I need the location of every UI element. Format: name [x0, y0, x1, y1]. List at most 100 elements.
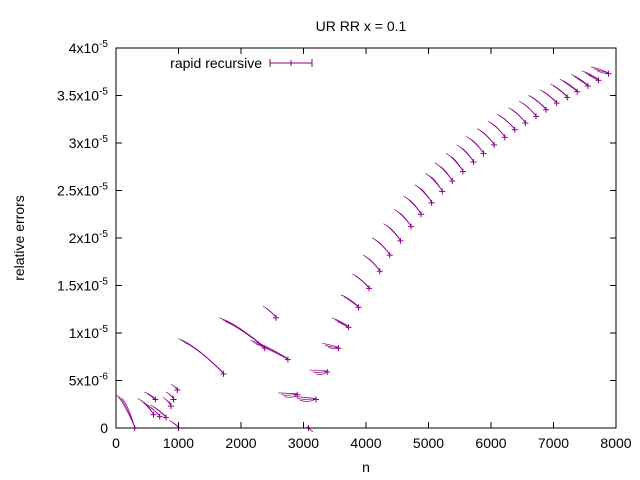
data-point-2: [143, 402, 163, 420]
x-axis-label: n: [362, 459, 370, 475]
error-curve-11-1: [253, 342, 289, 360]
error-curve-5-2: [149, 395, 156, 400]
error-curve-1-0: [137, 398, 154, 414]
x-tick-label-5: 5000: [413, 435, 444, 451]
data-point-33: [487, 120, 508, 141]
y-tick-label-0: 0: [100, 420, 108, 436]
error-curve-29-1: [448, 154, 464, 171]
data-point-29: [445, 153, 466, 175]
error-curve-9-2: [184, 341, 224, 374]
error-curve-34-2: [503, 117, 516, 130]
error-curve-16-0: [309, 369, 328, 372]
data-point-3: [150, 404, 169, 421]
x-tick-label-7: 7000: [538, 435, 569, 451]
error-curve-2-2: [149, 406, 161, 417]
data-point-4: [168, 420, 182, 431]
error-curve-1-2: [143, 401, 154, 415]
error-curve-9-1: [181, 340, 224, 374]
data-point-42: [581, 70, 602, 84]
error-curve-21-2: [368, 258, 381, 272]
error-curve-23-0: [383, 223, 401, 241]
series-layer: [115, 66, 612, 432]
data-point-37: [528, 95, 549, 113]
error-curve-18-1: [334, 319, 349, 327]
error-curve-9-0: [178, 338, 224, 374]
error-curve-20-2: [358, 277, 370, 289]
data-point-18: [331, 317, 352, 331]
data-point-32: [477, 128, 498, 148]
error-curve-38-2: [545, 93, 557, 103]
data-point-23: [383, 223, 404, 244]
data-point-24: [393, 209, 414, 230]
x-tick-label-0: 0: [112, 435, 120, 451]
x-tick-label-3: 3000: [288, 435, 319, 451]
error-curve-25-0: [403, 195, 422, 214]
error-curve-23-2: [389, 227, 401, 241]
error-curve-24-2: [399, 212, 412, 227]
data-point-41: [570, 74, 591, 89]
legend-key: [269, 59, 313, 67]
chart-title: UR RR x = 0.1: [316, 18, 407, 34]
error-curve-18-0: [331, 317, 349, 327]
data-point-35: [508, 107, 529, 127]
data-point-0: [115, 394, 138, 431]
data-point-17: [322, 343, 342, 352]
x-tick-label-6: 6000: [475, 435, 506, 451]
error-curve-37-2: [534, 98, 547, 110]
error-curve-25-1: [406, 197, 422, 214]
data-point-28: [434, 162, 456, 184]
error-curve-0-2: [121, 398, 136, 428]
error-curve-32-2: [483, 132, 495, 145]
data-point-34: [497, 114, 518, 133]
y-tick-label-3: 1.5x10-5: [57, 277, 108, 294]
ticks-layer: 0 1000 2000 3000 4000 5000 6000 7000 8000 0 5x10-6…: [57, 39, 632, 451]
error-curve-24-0: [393, 209, 412, 226]
error-curve-4-2: [174, 423, 179, 428]
data-point-7: [165, 391, 177, 403]
error-curve-1-1: [140, 400, 154, 415]
data-point-26: [414, 184, 435, 206]
error-curve-18-2: [337, 321, 349, 328]
y-tick-label-1: 5x10-6: [69, 372, 109, 389]
y-tick-label-4: 2x10-5: [69, 229, 109, 246]
error-curve-27-0: [425, 173, 443, 191]
error-curve-17-0: [322, 343, 339, 348]
error-curve-28-2: [440, 166, 453, 181]
data-point-31: [465, 136, 487, 157]
error-curve-26-2: [420, 188, 432, 203]
data-point-1: [137, 398, 157, 418]
data-point-40: [559, 79, 581, 95]
x-tick-label-8: 8000: [600, 435, 631, 451]
data-point-22: [372, 237, 393, 259]
x-tick-label-2: 2000: [225, 435, 256, 451]
error-curve-13-0: [278, 392, 298, 395]
error-curve-33-2: [493, 124, 506, 138]
y-tick-label-8: 4x10-5: [69, 39, 109, 56]
error-curve-23-1: [386, 225, 401, 241]
y-tick-label-7: 3.5x10-5: [57, 87, 108, 104]
error-curve-28-0: [434, 162, 453, 181]
error-curve-10-2: [224, 321, 265, 349]
data-point-9: [178, 338, 227, 377]
error-curve-22-2: [378, 241, 391, 255]
x-tick-label-4: 4000: [350, 435, 381, 451]
y-tick-label-6: 3x10-5: [69, 134, 109, 151]
x-tick-label-1: 1000: [163, 435, 194, 451]
error-curve-6-1: [165, 399, 172, 406]
error-curve-40-2: [565, 82, 578, 92]
error-curve-30-2: [462, 148, 474, 162]
error-curve-31-1: [468, 137, 484, 153]
error-curve-31-0: [465, 136, 484, 153]
error-curve-42-0: [581, 70, 599, 80]
error-curve-35-2: [514, 111, 526, 123]
data-point-5: [144, 391, 159, 403]
error-curve-42-2: [587, 74, 599, 81]
error-curve-42-1: [584, 72, 599, 80]
data-point-43: [590, 66, 612, 77]
data-point-30: [456, 144, 477, 165]
error-curve-11-0: [250, 340, 289, 359]
error-curve-29-0: [445, 153, 464, 171]
plot-frame: [115, 47, 617, 429]
error-curve-43-0: [590, 66, 609, 73]
y-tick-label-5: 2.5x10-5: [57, 182, 108, 199]
